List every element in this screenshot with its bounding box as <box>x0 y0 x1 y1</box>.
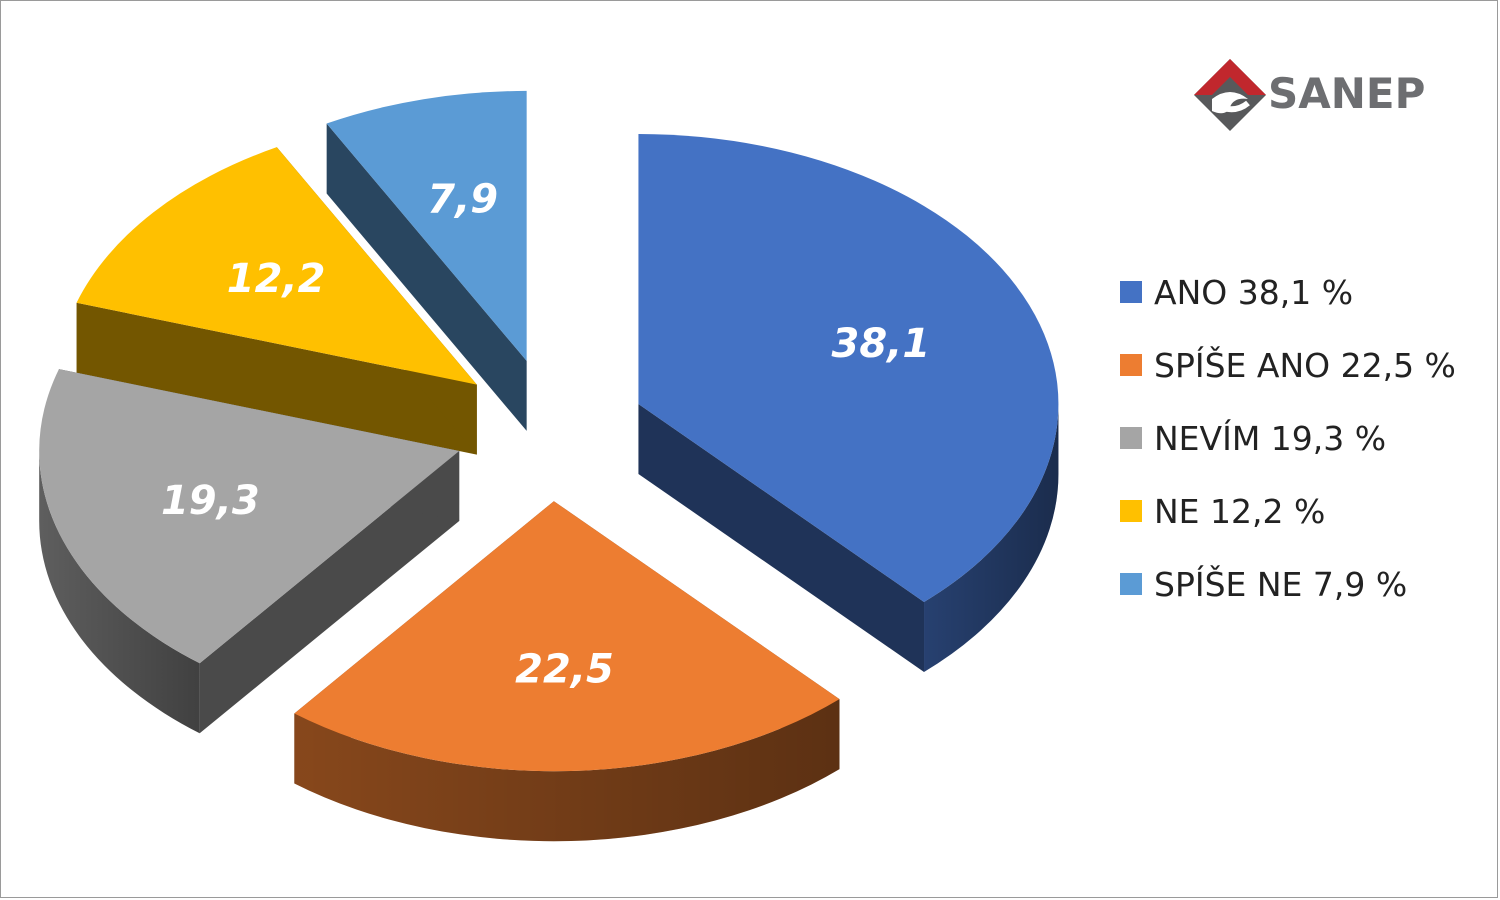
pie-slice-ano <box>638 133 1059 672</box>
slice-outer-side-shade <box>924 403 1059 672</box>
legend: ANO 38,1 % SPÍŠE ANO 22,5 % NEVÍM 19,3 % NE… <box>1120 272 1490 637</box>
legend-swatch <box>1120 354 1142 376</box>
pie-slice-nev-m <box>39 369 460 734</box>
legend-item: NEVÍM 19,3 % <box>1120 418 1490 458</box>
legend-item: NE 12,2 % <box>1120 491 1490 531</box>
slice-top-face <box>294 501 840 772</box>
legend-label: SPÍŠE ANO 22,5 % <box>1154 345 1456 385</box>
pie-slice-ne <box>76 147 477 455</box>
data-label: 12,2 <box>227 256 326 302</box>
legend-item: SPÍŠE ANO 22,5 % <box>1120 345 1490 385</box>
legend-label: NE 12,2 % <box>1154 491 1326 531</box>
slice-top-face <box>39 369 460 664</box>
sanep-logo: SANEP <box>1190 55 1440 140</box>
legend-swatch <box>1120 427 1142 449</box>
legend-swatch <box>1120 573 1142 595</box>
legend-label: ANO 38,1 % <box>1154 272 1354 312</box>
pie-chart: 7,9 12,2 38,1 19,3 22,5 <box>39 90 1059 842</box>
legend-item: ANO 38,1 % <box>1120 272 1490 312</box>
data-label: 7,9 <box>427 177 498 223</box>
slice-side-wall <box>199 450 460 734</box>
data-label: 38,1 <box>832 321 931 367</box>
slice-side-wall <box>638 403 925 672</box>
slice-top-face <box>638 133 1059 602</box>
legend-swatch <box>1120 281 1142 303</box>
pie-slice-sp-e-ne <box>326 90 527 431</box>
sanep-diamond-icon <box>1194 59 1266 131</box>
slice-side-wall <box>326 123 527 431</box>
pie-slice-sp-e-ano <box>294 501 840 842</box>
slice-top-face <box>326 90 527 361</box>
data-label: 22,5 <box>515 646 614 692</box>
data-label: 19,3 <box>161 478 260 524</box>
slice-top-face <box>76 147 477 385</box>
legend-swatch <box>1120 500 1142 522</box>
slice-side-wall <box>76 302 477 455</box>
slice-outer-side-shade <box>294 699 840 842</box>
sanep-logo-text: SANEP <box>1268 69 1426 118</box>
legend-label: SPÍŠE NE 7,9 % <box>1154 564 1408 604</box>
slice-outer-side-shade <box>39 450 200 734</box>
legend-item: SPÍŠE NE 7,9 % <box>1120 564 1490 604</box>
legend-label: NEVÍM 19,3 % <box>1154 418 1387 458</box>
